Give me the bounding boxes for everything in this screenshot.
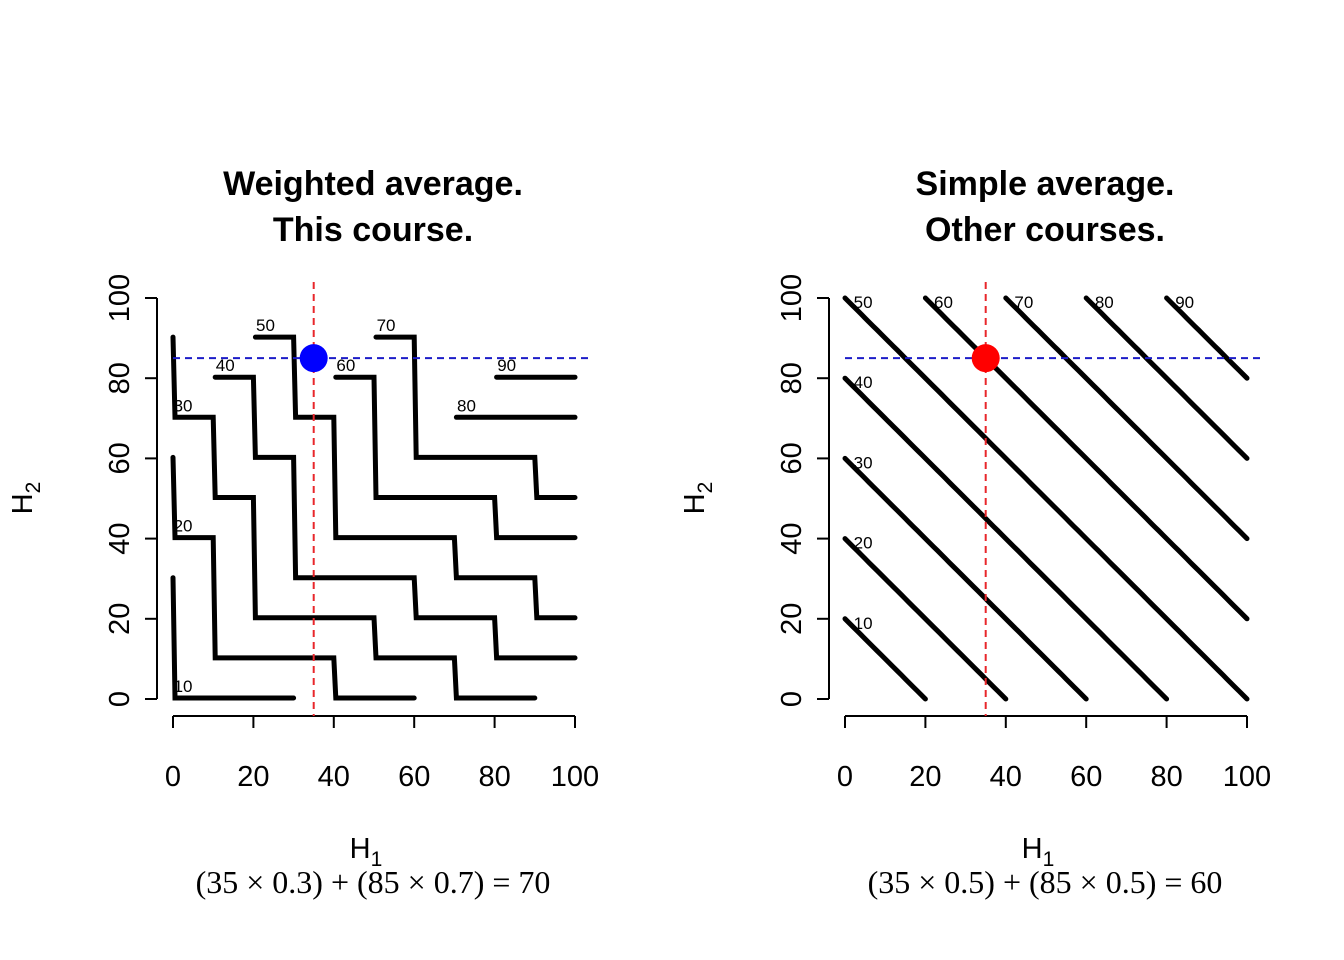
axes: 0 20 40 60 80 100 0 20 40 60 80 100: [104, 274, 599, 793]
contour-label-90: 90: [497, 356, 516, 375]
contour-line-70: [373, 334, 578, 500]
x-tick-label: 80: [478, 761, 510, 793]
x-tick-label: 40: [990, 761, 1022, 793]
contour-line-60: [333, 374, 578, 541]
contour-label-40: 40: [854, 373, 873, 392]
x-axis-label: H1: [350, 833, 383, 871]
y-tick-label: 80: [104, 362, 136, 394]
formula: (35 × 0.5) + (85 × 0.5) = 60: [868, 864, 1223, 900]
formula: (35 × 0.3) + (85 × 0.7) = 70: [196, 864, 551, 900]
y-tick-label: 0: [104, 691, 136, 707]
contour-label-40: 40: [216, 356, 235, 375]
chart-title-line-1: Weighted average.: [223, 165, 523, 203]
contour-label-60: 60: [336, 356, 355, 375]
contour-label-20: 20: [174, 517, 193, 536]
contour-line-50: [252, 334, 578, 621]
y-tick-label: 40: [104, 522, 136, 554]
y-tick-label: 60: [104, 442, 136, 474]
x-tick-label: 20: [909, 761, 941, 793]
contour-label-70: 70: [377, 316, 396, 335]
panel-simple: Simple average. Other courses. 10 20 30 40 5…: [679, 165, 1271, 900]
y-axis-label: H2: [679, 482, 717, 515]
panel-weighted: Weighted average. This course. 10 20 30 40 5…: [7, 165, 599, 900]
chart-title-line-1: Simple average.: [916, 165, 1175, 203]
chart-title-line-2: This course.: [273, 211, 473, 249]
y-tick-label: 20: [104, 603, 136, 635]
y-tick-label: 100: [104, 274, 136, 322]
contour-line-20: [170, 454, 417, 701]
contour-line-30: [170, 334, 538, 701]
contour-label-30: 30: [854, 453, 873, 472]
contour-line-80: [1083, 295, 1250, 461]
contour-label-30: 30: [174, 396, 193, 415]
contour-label-70: 70: [1014, 293, 1033, 312]
contour-label-10: 10: [854, 614, 873, 633]
contour-label-20: 20: [854, 534, 873, 553]
chart-title-line-2: Other courses.: [925, 211, 1165, 249]
x-tick-label: 20: [237, 761, 269, 793]
contour-line-40: [212, 374, 578, 661]
y-tick-label: 60: [776, 442, 808, 474]
contour-line-20: [842, 536, 1009, 702]
contour-label-80: 80: [1095, 293, 1114, 312]
x-tick-label: 100: [551, 761, 599, 793]
x-tick-label: 40: [318, 761, 350, 793]
contour-labels: 10 20 30 40 50 60 70 80 90: [174, 316, 517, 696]
contour-line-70: [1003, 295, 1250, 542]
x-tick-label: 60: [398, 761, 430, 793]
y-tick-label: 80: [776, 362, 808, 394]
contour-label-50: 50: [854, 293, 873, 312]
contour-label-10: 10: [174, 677, 193, 696]
contour-line-10: [842, 616, 928, 702]
highlight-point: [299, 344, 328, 373]
contour-label-80: 80: [457, 396, 476, 415]
contour-line-30: [842, 455, 1089, 702]
contour-line-40: [842, 375, 1170, 702]
axes: 0 20 40 60 80 100 0 20 40 60 80 100: [776, 274, 1271, 793]
y-tick-label: 100: [776, 274, 808, 322]
y-tick-label: 40: [776, 522, 808, 554]
x-tick-label: 0: [165, 761, 181, 793]
contour-label-90: 90: [1175, 293, 1194, 312]
y-axis-label: H2: [7, 482, 45, 515]
x-tick-label: 0: [837, 761, 853, 793]
contour-label-60: 60: [934, 293, 953, 312]
x-tick-label: 80: [1150, 761, 1182, 793]
contour-line-90: [1164, 295, 1250, 381]
contour-line-60: [922, 295, 1250, 622]
contour-label-50: 50: [256, 316, 275, 335]
x-axis-label: H1: [1022, 833, 1055, 871]
y-tick-label: 20: [776, 603, 808, 635]
x-tick-label: 60: [1070, 761, 1102, 793]
contour-line-50: [842, 295, 1250, 702]
contour-labels: 10 20 30 40 50 60 70 80 90: [854, 293, 1195, 633]
highlight-point: [971, 344, 1000, 373]
contour-line-10: [170, 575, 297, 701]
contour-lines: [170, 334, 578, 701]
x-tick-label: 100: [1223, 761, 1271, 793]
y-tick-label: 0: [776, 691, 808, 707]
